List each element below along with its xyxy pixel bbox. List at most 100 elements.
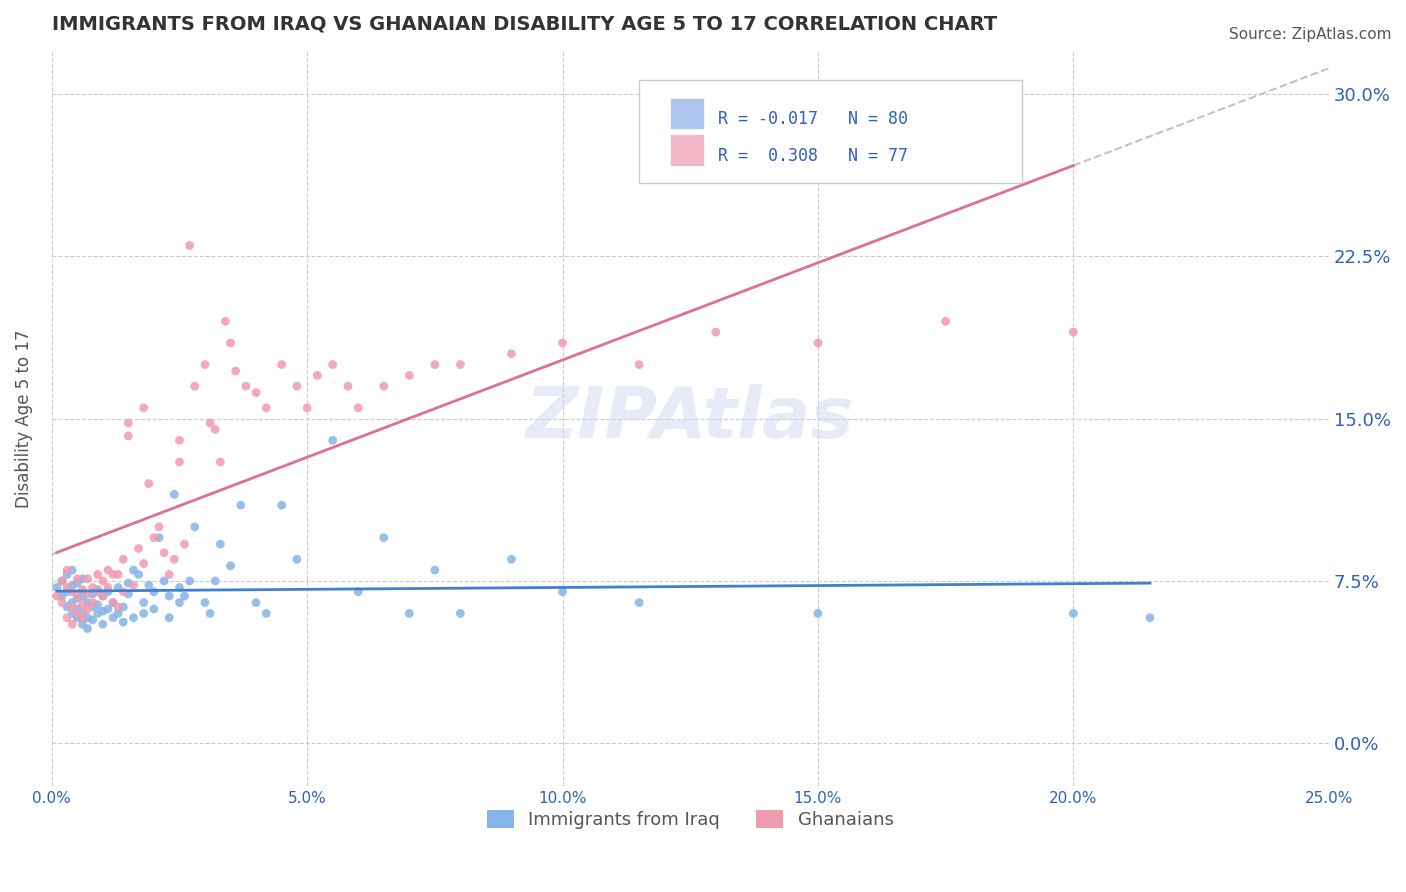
Point [66, 602, 89, 616]
Point [97, 581, 120, 595]
Point [173, 589, 195, 603]
Point [87, 584, 110, 599]
Point [72, 611, 94, 625]
Point [628, 596, 651, 610]
Point [157, 567, 180, 582]
Point [128, 541, 150, 556]
Point [76, 622, 98, 636]
Point [179, 238, 201, 252]
Point [148, 531, 170, 545]
Point [285, 552, 308, 566]
Point [117, 429, 139, 443]
Point [56, 563, 79, 577]
Point [270, 358, 292, 372]
Point [157, 611, 180, 625]
Point [91, 589, 114, 603]
Point [184, 520, 207, 534]
Point [169, 596, 191, 610]
Point [132, 557, 155, 571]
Point [347, 584, 370, 599]
Point [56, 584, 79, 599]
Point [112, 584, 135, 599]
Point [1062, 607, 1084, 621]
Point [184, 379, 207, 393]
Text: ZIPAtlas: ZIPAtlas [526, 384, 855, 453]
Point [219, 558, 242, 573]
Point [76, 602, 98, 616]
Point [66, 572, 89, 586]
Point [179, 574, 201, 588]
Text: R =  0.308   N = 77: R = 0.308 N = 77 [718, 147, 908, 165]
Point [82, 587, 104, 601]
Point [56, 611, 79, 625]
Point [66, 611, 89, 625]
Point [807, 607, 830, 621]
Point [107, 567, 129, 582]
Point [153, 574, 176, 588]
Point [91, 604, 114, 618]
Point [60, 607, 83, 621]
Point [501, 347, 523, 361]
Text: IMMIGRANTS FROM IRAQ VS GHANAIAN DISABILITY AGE 5 TO 17 CORRELATION CHART: IMMIGRANTS FROM IRAQ VS GHANAIAN DISABIL… [52, 15, 997, 34]
Point [60, 599, 83, 614]
Point [1139, 611, 1161, 625]
Point [56, 599, 79, 614]
Point [72, 617, 94, 632]
Point [551, 584, 574, 599]
Point [807, 335, 830, 350]
Point [229, 498, 252, 512]
Point [1062, 325, 1084, 339]
Point [398, 607, 420, 621]
Point [235, 379, 257, 393]
Point [72, 582, 94, 597]
Point [87, 607, 110, 621]
Point [112, 599, 135, 614]
Point [628, 358, 651, 372]
Point [117, 576, 139, 591]
Point [551, 335, 574, 350]
Point [101, 567, 124, 582]
Point [66, 591, 89, 606]
Point [101, 611, 124, 625]
Point [219, 335, 242, 350]
Point [285, 379, 308, 393]
Point [112, 615, 135, 629]
Point [60, 578, 83, 592]
FancyBboxPatch shape [671, 99, 703, 128]
Point [72, 607, 94, 621]
Point [76, 611, 98, 625]
Point [163, 487, 186, 501]
Point [225, 364, 247, 378]
Point [51, 574, 73, 588]
Point [194, 358, 217, 372]
Point [138, 476, 160, 491]
Point [163, 552, 186, 566]
Point [148, 520, 170, 534]
Point [112, 552, 135, 566]
FancyBboxPatch shape [640, 80, 1022, 183]
Point [56, 567, 79, 582]
Point [169, 581, 191, 595]
Point [209, 537, 232, 551]
Point [142, 531, 165, 545]
Point [107, 599, 129, 614]
Text: R = -0.017   N = 80: R = -0.017 N = 80 [718, 111, 908, 128]
Point [295, 401, 318, 415]
Point [307, 368, 329, 383]
Point [198, 416, 221, 430]
Point [132, 596, 155, 610]
Point [87, 567, 110, 582]
Point [117, 416, 139, 430]
Text: Source: ZipAtlas.com: Source: ZipAtlas.com [1229, 27, 1392, 42]
Point [82, 599, 104, 614]
Point [132, 607, 155, 621]
Point [204, 422, 226, 436]
Point [76, 572, 98, 586]
Point [82, 596, 104, 610]
Point [449, 358, 471, 372]
Point [76, 596, 98, 610]
Point [60, 617, 83, 632]
Point [91, 589, 114, 603]
Point [91, 617, 114, 632]
Point [449, 607, 471, 621]
